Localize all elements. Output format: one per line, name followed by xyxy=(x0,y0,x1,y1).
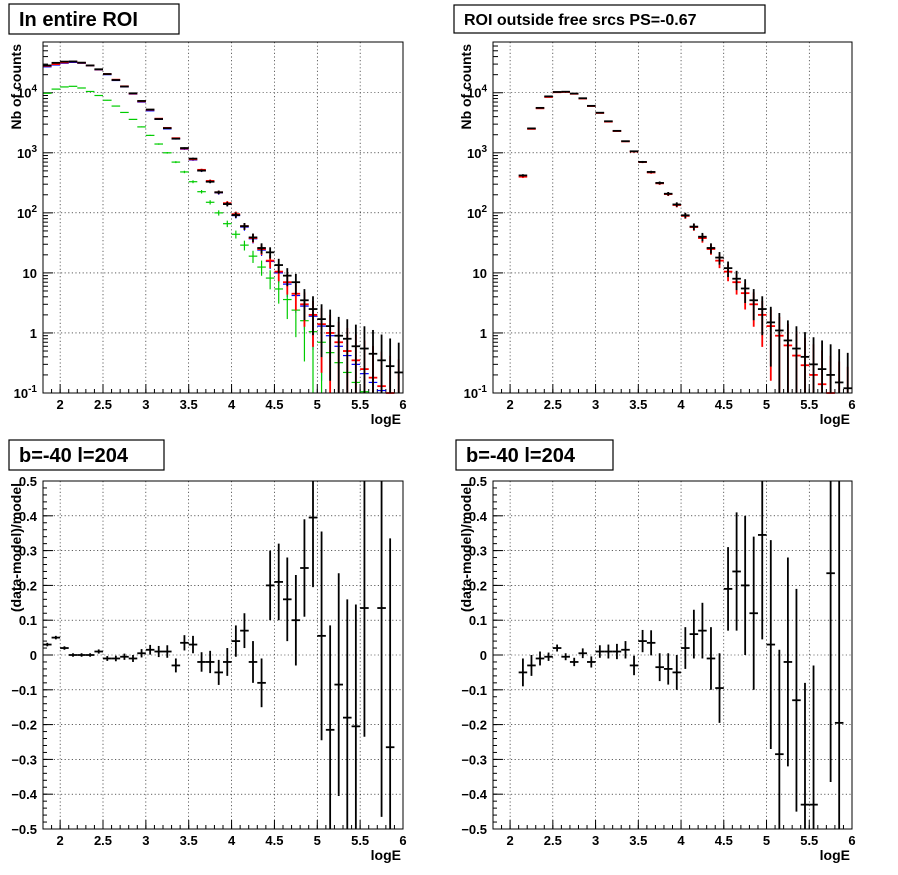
x-tick-label: 2.5 xyxy=(94,397,112,412)
title-box xyxy=(8,3,180,35)
x-tick-label: 5 xyxy=(314,833,321,848)
y-tick-label: −0.3 xyxy=(11,752,37,767)
y-tick-label: 10-1 xyxy=(464,384,488,401)
y-tick-label: 10 xyxy=(23,266,37,281)
chart-panel-4: 2 2.5 3 3.5 4 4.5 5 5.5 6 −0.5 −0.4 −0.3 −0.2 −0.1 0 0.… xyxy=(455,439,856,863)
x-tick-label: 4.5 xyxy=(265,397,283,412)
x-tick-label: 6 xyxy=(848,397,855,412)
title-box xyxy=(453,4,766,34)
y-tick-label: 1 xyxy=(480,326,487,341)
x-tick-label: 3.5 xyxy=(629,397,647,412)
x-tick-label: 4 xyxy=(228,397,236,412)
y-tick-label: −0.2 xyxy=(461,718,487,733)
y-tick-label: −0.1 xyxy=(461,683,487,698)
y-tick-label: 0.4 xyxy=(19,509,38,524)
chart-title: ROI outside free srcs PS=-0.67 xyxy=(464,12,697,29)
y-tick-label: 0.4 xyxy=(469,509,488,524)
y-tick-label: −0.4 xyxy=(11,787,37,802)
x-tick-label: 6 xyxy=(848,833,855,848)
x-tick-label: 4 xyxy=(228,833,236,848)
chart-panel-3: 2 2.5 3 3.5 4 4.5 5 5.5 6 −0.5 −0.4 −0.3 −0.2 −0.1 0 0.… xyxy=(8,439,407,863)
x-tick-label: 2 xyxy=(57,833,64,848)
x-tick-label: 2.5 xyxy=(544,833,562,848)
y-axis-label: (data-model)/model xyxy=(458,483,474,612)
chart-title: In entire ROI xyxy=(19,9,138,31)
title-box xyxy=(8,439,165,471)
x-tick-label: 5.5 xyxy=(351,833,369,848)
x-tick-label: 5 xyxy=(763,397,770,412)
x-tick-label: 2 xyxy=(506,833,513,848)
chart-panel-1: 2 2.5 3 3.5 4 4.5 5 5.5 6 10-1 1 10 102 103 104 logE Nb … xyxy=(8,3,407,427)
y-tick-label: 0.1 xyxy=(19,613,37,628)
y-tick-label: −0.1 xyxy=(11,683,37,698)
x-tick-label: 5.5 xyxy=(800,397,818,412)
y-tick-label: −0.4 xyxy=(461,787,487,802)
x-tick-label: 2.5 xyxy=(544,397,562,412)
x-tick-label: 3 xyxy=(592,397,599,412)
y-tick-label: 0.2 xyxy=(469,578,487,593)
x-tick-label: 5.5 xyxy=(351,397,369,412)
x-tick-label: 4.5 xyxy=(715,833,733,848)
x-tick-label: 2 xyxy=(506,397,513,412)
y-axis-label: Nb of counts xyxy=(8,44,24,130)
y-tick-label: −0.5 xyxy=(11,822,37,837)
x-tick-label: 4 xyxy=(677,833,685,848)
y-tick-label: −0.2 xyxy=(11,718,37,733)
plot-frame xyxy=(42,41,404,394)
x-axis-label: logE xyxy=(820,411,850,427)
y-tick-label: 0.3 xyxy=(469,544,487,559)
x-tick-label: 4.5 xyxy=(265,833,283,848)
x-tick-label: 6 xyxy=(399,833,406,848)
y-tick-label: 0 xyxy=(30,648,37,663)
x-tick-label: 3 xyxy=(592,833,599,848)
y-tick-label: 1 xyxy=(30,326,37,341)
plot-frame xyxy=(42,480,404,830)
plot-frame xyxy=(492,41,853,394)
y-tick-label: 10 xyxy=(473,266,487,281)
y-tick-label: 102 xyxy=(467,204,487,221)
x-tick-label: 5 xyxy=(314,397,321,412)
x-tick-label: 3 xyxy=(142,397,149,412)
y-tick-label: 104 xyxy=(467,84,487,101)
x-tick-label: 3 xyxy=(142,833,149,848)
x-tick-label: 5.5 xyxy=(800,833,818,848)
x-tick-label: 4 xyxy=(677,397,685,412)
x-tick-label: 3.5 xyxy=(180,397,198,412)
x-tick-label: 3.5 xyxy=(180,833,198,848)
y-tick-label: 103 xyxy=(467,144,487,161)
y-axis-label: (data-model)/model xyxy=(8,483,24,612)
y-tick-label: −0.3 xyxy=(461,752,487,767)
x-tick-label: 6 xyxy=(399,397,406,412)
y-tick-label: 0.5 xyxy=(19,474,37,489)
y-tick-label: 10-1 xyxy=(14,384,38,401)
x-tick-label: 4.5 xyxy=(715,397,733,412)
y-axis-label: Nb of counts xyxy=(458,44,474,130)
x-axis-label: logE xyxy=(820,847,850,863)
y-tick-label: 103 xyxy=(17,144,37,161)
x-tick-label: 5 xyxy=(763,833,770,848)
chart-panel-2: 2 2.5 3 3.5 4 4.5 5 5.5 6 10-1 1 10 102 103 104 logE Nb … xyxy=(453,4,856,427)
y-tick-label: 0 xyxy=(480,648,487,663)
y-tick-label: 104 xyxy=(17,84,37,101)
y-tick-label: −0.5 xyxy=(461,822,487,837)
chart-title: b=-40 l=204 xyxy=(19,445,129,467)
x-tick-label: 2 xyxy=(57,397,64,412)
y-tick-label: 0.5 xyxy=(469,474,487,489)
plot-frame xyxy=(492,480,853,830)
y-tick-label: 0.1 xyxy=(469,613,487,628)
chart-title: b=-40 l=204 xyxy=(466,445,576,467)
x-axis-label: logE xyxy=(371,847,401,863)
y-tick-label: 102 xyxy=(17,204,37,221)
x-axis-label: logE xyxy=(371,411,401,427)
x-tick-label: 2.5 xyxy=(94,833,112,848)
x-tick-label: 3.5 xyxy=(629,833,647,848)
y-tick-label: 0.3 xyxy=(19,544,37,559)
title-box xyxy=(455,439,614,471)
y-tick-label: 0.2 xyxy=(19,578,37,593)
